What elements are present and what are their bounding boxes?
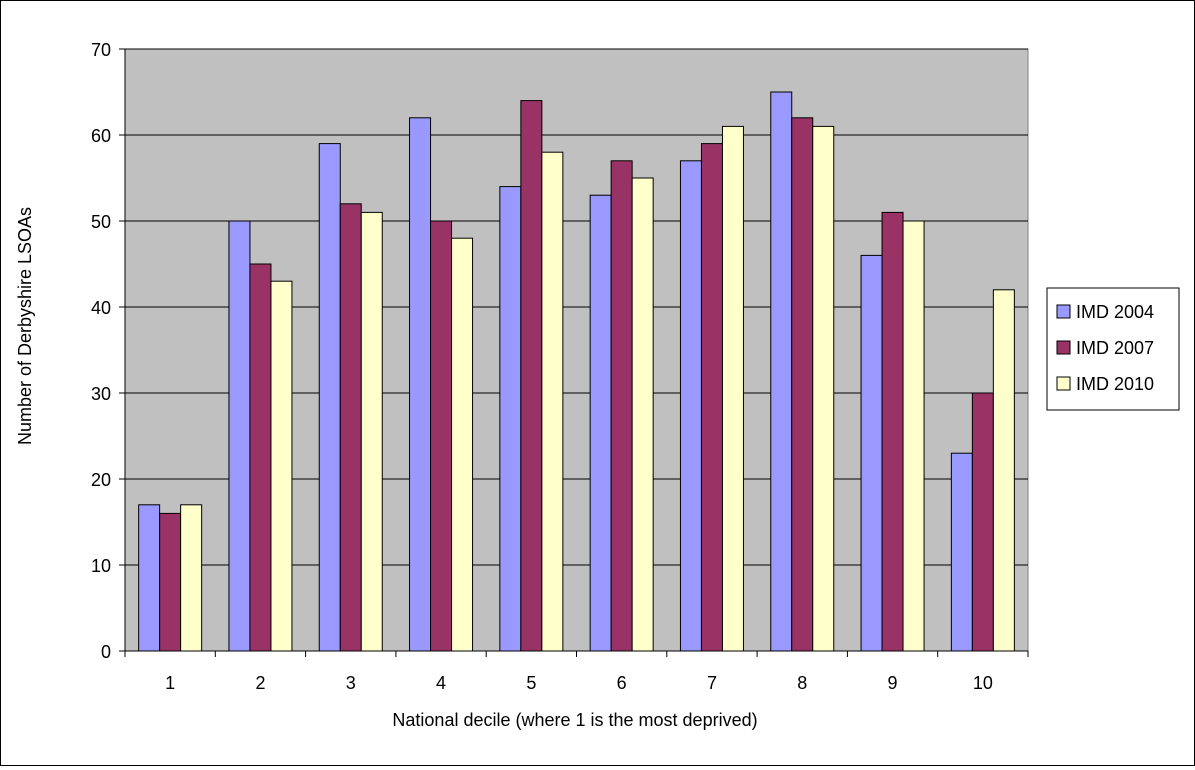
bar-imd-2010-decile-2 [270, 280, 293, 652]
bar-imd-2010-decile-10 [992, 289, 1015, 652]
bar-imd-2007-decile-6 [610, 160, 633, 652]
bar-imd-2010-decile-5 [541, 151, 564, 652]
bar-imd-2004-decile-10 [950, 452, 973, 652]
x-tick-label: 9 [888, 673, 898, 693]
axes [119, 48, 1029, 657]
y-tick-label: 20 [91, 470, 111, 490]
x-tick-label: 3 [346, 673, 356, 693]
bar-imd-2007-decile-10 [971, 392, 994, 652]
x-tick-label: 7 [707, 673, 717, 693]
bar-imd-2010-decile-7 [721, 125, 744, 652]
legend-label: IMD 2010 [1076, 374, 1154, 394]
bar-imd-2004-decile-9 [860, 254, 883, 652]
bar-imd-2004-decile-7 [679, 160, 702, 652]
y-tick-label: 30 [91, 384, 111, 404]
bar-imd-2010-decile-8 [812, 125, 835, 652]
bar-imd-2007-decile-8 [791, 117, 814, 652]
bars [138, 91, 1015, 652]
y-tick-label: 50 [91, 212, 111, 232]
y-tick-label: 40 [91, 298, 111, 318]
x-tick-label: 4 [436, 673, 446, 693]
y-tick-labels: 0 10 20 30 40 50 60 70 [91, 40, 111, 662]
bar-imd-2004-decile-3 [318, 143, 341, 652]
bar-imd-2010-decile-4 [451, 237, 474, 652]
bar-imd-2007-decile-9 [881, 211, 904, 652]
x-tick-labels: 1 2 3 4 5 6 7 8 9 10 [165, 673, 993, 693]
x-axis-label: National decile (where 1 is the most dep… [392, 710, 757, 730]
x-tick-label: 6 [617, 673, 627, 693]
bar-imd-2010-decile-1 [180, 504, 203, 652]
legend: IMD 2004 IMD 2007 IMD 2010 [1046, 287, 1180, 411]
legend-label: IMD 2004 [1076, 302, 1154, 322]
bar-imd-2010-decile-3 [360, 211, 383, 652]
x-tick-label: 2 [255, 673, 265, 693]
bar-imd-2007-decile-5 [520, 100, 543, 652]
bar-imd-2007-decile-7 [700, 143, 723, 652]
y-tick-label: 60 [91, 126, 111, 146]
bar-imd-2007-decile-2 [249, 263, 272, 652]
bar-imd-2007-decile-1 [159, 512, 182, 652]
bar-imd-2010-decile-9 [902, 220, 925, 652]
bar-imd-2004-decile-1 [138, 504, 161, 652]
legend-swatch [1056, 304, 1071, 319]
x-tick-label: 1 [165, 673, 175, 693]
legend-swatch [1056, 376, 1071, 391]
y-tick-label: 70 [91, 40, 111, 60]
bar-imd-2007-decile-3 [339, 203, 362, 652]
y-tick-label: 0 [101, 642, 111, 662]
y-tick-label: 10 [91, 556, 111, 576]
bar-imd-2004-decile-2 [228, 220, 251, 652]
y-axis-label: Number of Derbyshire LSOAs [15, 207, 35, 445]
bar-imd-2004-decile-6 [589, 194, 612, 652]
legend-label: IMD 2007 [1076, 338, 1154, 358]
bar-imd-2010-decile-6 [631, 177, 654, 652]
legend-swatch [1056, 340, 1071, 355]
bar-imd-2004-decile-5 [499, 186, 522, 652]
bar-imd-2007-decile-4 [430, 220, 453, 652]
x-tick-label: 10 [973, 673, 993, 693]
bar-imd-2004-decile-8 [770, 91, 793, 652]
bar-imd-2004-decile-4 [409, 117, 432, 652]
x-tick-label: 5 [526, 673, 536, 693]
x-tick-label: 8 [797, 673, 807, 693]
